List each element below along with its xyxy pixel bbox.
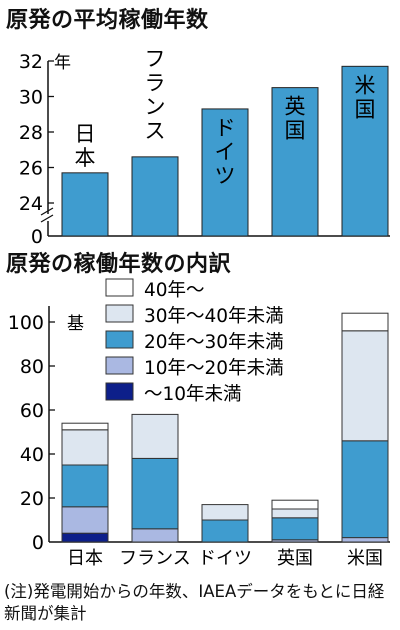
category-label: 米国 <box>347 548 383 569</box>
bar-segment <box>201 519 249 543</box>
category-label: ラ <box>145 71 166 95</box>
category-label: 日本 <box>67 548 103 569</box>
y-tick-label: 28 <box>19 122 43 144</box>
y-tick-label: 26 <box>19 158 43 180</box>
y-tick-label: 0 <box>31 226 43 248</box>
y-tick-label: 60 <box>20 400 44 422</box>
y-tick-label: 30 <box>19 87 43 109</box>
bar <box>201 108 249 237</box>
category-label: 米 <box>355 73 376 97</box>
legend-swatch <box>105 304 134 323</box>
category-label: ドイツ <box>198 548 252 569</box>
y-tick-label: 20 <box>20 488 44 510</box>
bar-segment <box>131 528 179 543</box>
category-label: 国 <box>285 119 306 143</box>
unit-label: 年 <box>54 53 71 73</box>
footnote: (注)発電開始からの年数、IAEAデータをもとに日経新聞が集計 <box>4 582 385 623</box>
legend-label: 〜10年未満 <box>144 384 242 405</box>
chart1-title: 原発の平均稼働年数 <box>6 8 209 33</box>
category-label: 日 <box>75 122 96 146</box>
bar <box>61 172 109 237</box>
bar-segment <box>61 429 109 466</box>
category-label: フランス <box>119 548 191 569</box>
axis-break-mark <box>40 214 54 223</box>
bar-segment <box>341 330 389 442</box>
bar-segment <box>131 413 179 459</box>
category-label: フ <box>145 47 166 71</box>
y-tick-label: 80 <box>20 356 44 378</box>
bar-segment <box>271 517 319 541</box>
bar <box>131 156 179 237</box>
category-label: ド <box>215 116 236 140</box>
breakdown-chart: 100 80 60 40 20 0 基日本 フランス ドイツ 英国 米国 40年〜 30年〜40年未満 2… <box>8 278 390 569</box>
bar-segment <box>341 537 389 543</box>
legend-swatch <box>105 330 134 349</box>
y-tick-label: 100 <box>8 312 44 334</box>
category-label: 国 <box>355 97 376 121</box>
legend-label: 40年〜 <box>144 280 205 301</box>
axis-break-mark <box>40 207 54 216</box>
bar-segment <box>201 504 249 521</box>
legend-swatch <box>105 356 134 375</box>
bar-segment <box>271 499 319 510</box>
bar <box>271 87 319 237</box>
y-tick-label: 40 <box>20 444 44 466</box>
category-label: ス <box>145 119 166 143</box>
bar-segment <box>61 464 109 508</box>
category-label: 英国 <box>277 548 313 569</box>
legend-label: 20年〜30年未満 <box>144 332 284 353</box>
bar-segment <box>61 532 109 543</box>
legend-label: 30年〜40年未満 <box>144 306 284 327</box>
category-label: ツ <box>215 164 236 188</box>
bar-segment <box>271 508 319 519</box>
y-tick-label: 32 <box>19 51 43 73</box>
category-label: 英 <box>285 95 306 119</box>
bar-segment <box>341 312 389 332</box>
unit-label: 基 <box>67 314 84 334</box>
category-label: イ <box>215 140 236 164</box>
legend-label: 10年〜20年未満 <box>144 358 284 379</box>
bar-segment <box>341 440 389 539</box>
bar-segment <box>131 457 179 530</box>
category-label: ン <box>145 95 166 119</box>
bar-segment <box>61 422 109 431</box>
legend-swatch <box>105 278 134 297</box>
legend-swatch <box>105 382 134 401</box>
chart2-title: 原発の稼働年数の内訳 <box>6 252 232 277</box>
category-label: 本 <box>75 146 96 170</box>
bar-segment <box>61 506 109 534</box>
y-tick-label: 0 <box>32 532 44 554</box>
bar <box>341 65 389 237</box>
y-tick-label: 24 <box>19 193 43 215</box>
